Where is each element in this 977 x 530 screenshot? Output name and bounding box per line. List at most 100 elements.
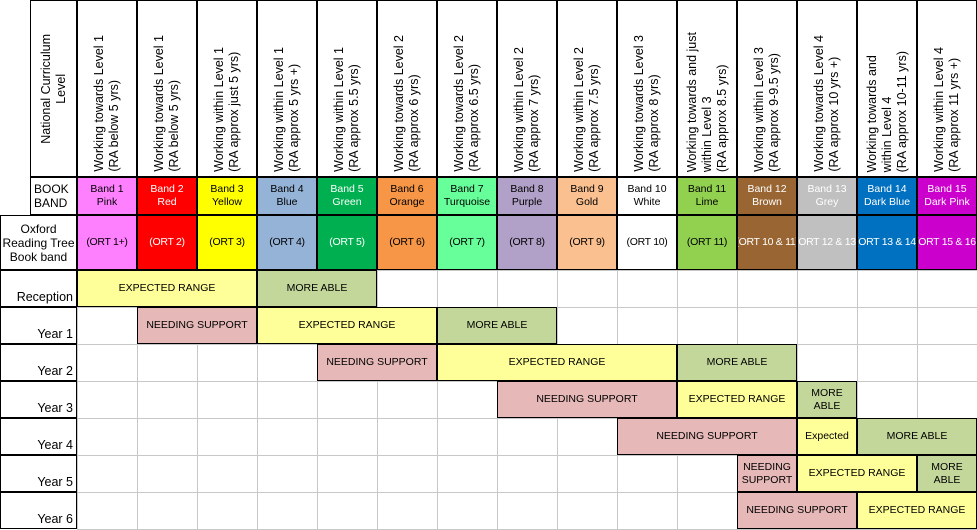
grid-line-vertical: [257, 270, 258, 529]
band-cell: Band 10 White: [617, 177, 677, 215]
range-label: MORE ABLE: [886, 430, 948, 442]
level-header: Working within Level 1 (RA approx just 5…: [197, 0, 257, 177]
band-label: Band 9 Gold: [570, 183, 604, 208]
grid-line-vertical: [857, 270, 858, 529]
year-label: Year 3: [0, 381, 77, 418]
grid-line-horizontal: [77, 455, 977, 456]
range-expected: EXPECTED RANGE: [77, 270, 257, 307]
level-label: Working towards Level 4 (RA approx 10 yr…: [812, 35, 841, 172]
level-label: Working within Level 1 (RA approx 5.5 yr…: [332, 47, 361, 172]
band-cell: Band 9 Gold: [557, 177, 617, 215]
level-header: Working towards Level 2 (RA approx 6.5 y…: [437, 0, 497, 177]
grid-line-horizontal: [77, 418, 977, 419]
level-header: Working within Level 2 (RA approx 7 yrs): [497, 0, 557, 177]
range-expected: EXPECTED RANGE: [257, 307, 437, 344]
ort-cell: (ORT 6): [377, 215, 437, 270]
band-cell: Band 1 Pink: [77, 177, 137, 215]
range-expected: Expected: [797, 418, 857, 455]
level-header: Working within Level 1 (RA approx 5 yrs …: [257, 0, 317, 177]
grid-line-vertical: [197, 270, 198, 529]
ort-cell: (ORT 7): [437, 215, 497, 270]
level-header: Working towards Level 1 (RA below 5 yrs): [77, 0, 137, 177]
ort-cell: (ORT 3): [197, 215, 257, 270]
level-label: Working towards Level 1 (RA below 5 yrs): [92, 35, 121, 172]
range-support: NEEDING SUPPORT: [737, 492, 857, 529]
range-label: NEEDING SUPPORT: [741, 460, 793, 486]
range-more: MORE ABLE: [857, 418, 977, 455]
band-label: Band 12 Brown: [747, 183, 787, 208]
ort-cell: (ORT 9): [557, 215, 617, 270]
band-cell: Band 7 Turquoise: [437, 177, 497, 215]
band-cell: Band 11 Lime: [677, 177, 737, 215]
band-label: Band 6 Orange: [389, 183, 425, 208]
band-cell: Band 5 Green: [317, 177, 377, 215]
range-label: NEEDING SUPPORT: [536, 393, 638, 405]
year-label-text: Year 2: [37, 364, 73, 378]
level-header: Working towards Level 2 (RA approx 6 yrs…: [377, 0, 437, 177]
year-label: Year 2: [0, 344, 77, 381]
band-label: Band 13 Grey: [807, 183, 847, 208]
ort-value: (ORT 13 & 14): [857, 236, 917, 248]
range-support: NEEDING SUPPORT: [317, 344, 437, 381]
range-more: MORE ABLE: [437, 307, 557, 344]
range-label: EXPECTED RANGE: [508, 356, 606, 368]
band-label: Band 5 Green: [330, 183, 364, 208]
range-label: MORE ABLE: [811, 386, 843, 412]
year-label-text: Year 3: [37, 401, 73, 415]
ort-value: (ORT 9): [569, 236, 605, 248]
level-header: Working within Level 4 (RA approx 11 yrs…: [917, 0, 977, 177]
band-cell: Band 12 Brown: [737, 177, 797, 215]
band-cell: Band 8 Purple: [497, 177, 557, 215]
national-curriculum-header: National Curriculum Level: [30, 0, 77, 177]
level-label: Working towards Level 3 (RA approx 8 yrs…: [632, 35, 661, 172]
range-label: MORE ABLE: [706, 356, 768, 368]
band-cell: Band 2 Red: [137, 177, 197, 215]
ort-cell: (ORT 5): [317, 215, 377, 270]
level-label: Working towards Level 2 (RA approx 6 yrs…: [392, 35, 421, 172]
year-label-text: Year 6: [37, 512, 73, 526]
range-label: EXPECTED RANGE: [688, 393, 786, 405]
ort-value: (ORT 10): [626, 236, 668, 248]
range-support: NEEDING SUPPORT: [497, 381, 677, 418]
year-label-text: Year 4: [37, 438, 73, 452]
level-header: Working towards and just within Level 3 …: [677, 0, 737, 177]
level-header: Working within Level 3 (RA approx 9-9.5 …: [737, 0, 797, 177]
range-label: NEEDING SUPPORT: [326, 356, 428, 368]
range-label: EXPECTED RANGE: [118, 282, 216, 294]
year-label: Year 4: [0, 418, 77, 455]
ort-cell: (ORT 12 & 13): [797, 215, 857, 270]
range-label: MORE ABLE: [466, 319, 528, 331]
band-cell: Band 4 Blue: [257, 177, 317, 215]
ort-cell: (ORT 15 & 16): [917, 215, 977, 270]
ort-cell: (ORT 2): [137, 215, 197, 270]
year-label-text: Year 1: [37, 327, 73, 341]
ort-cell: (ORT 8): [497, 215, 557, 270]
ort-value: (ORT 12 & 13): [797, 236, 857, 248]
range-more: MORE ABLE: [797, 381, 857, 418]
level-label: Working within Level 3 (RA approx 9-9.5 …: [752, 47, 781, 172]
book-band-header: BOOK BAND: [30, 177, 77, 215]
range-label: Expected: [805, 430, 849, 442]
year-label-text: Reception: [16, 290, 73, 304]
band-label: Band 15 Dark Pink: [924, 183, 970, 208]
ort-value: (ORT 10 & 11): [737, 236, 797, 248]
ort-value: (ORT 4): [269, 236, 305, 248]
level-header: Working towards Level 1 (RA below 5 yrs): [137, 0, 197, 177]
ort-value: (ORT 3): [209, 236, 245, 248]
ort-value: (ORT 15 & 16): [917, 236, 977, 248]
ort-value: (ORT 2): [149, 236, 185, 248]
band-label: Band 11 Lime: [687, 183, 727, 208]
range-label: NEEDING SUPPORT: [656, 430, 758, 442]
level-header: Working towards Level 3 (RA approx 8 yrs…: [617, 0, 677, 177]
grid-line-vertical: [377, 270, 378, 529]
ort-cell: (ORT 1+): [77, 215, 137, 270]
grid-line-horizontal: [77, 270, 977, 271]
grid-line-vertical: [77, 270, 78, 529]
range-expected: EXPECTED RANGE: [677, 381, 797, 418]
range-expected: EXPECTED RANGE: [437, 344, 677, 381]
range-support: NEEDING SUPPORT: [737, 455, 797, 492]
ort-value: (ORT 8): [509, 236, 545, 248]
band-cell: Band 15 Dark Pink: [917, 177, 977, 215]
range-more: MORE ABLE: [917, 455, 977, 492]
level-label: Working within Level 2 (RA approx 7.5 yr…: [572, 47, 601, 172]
